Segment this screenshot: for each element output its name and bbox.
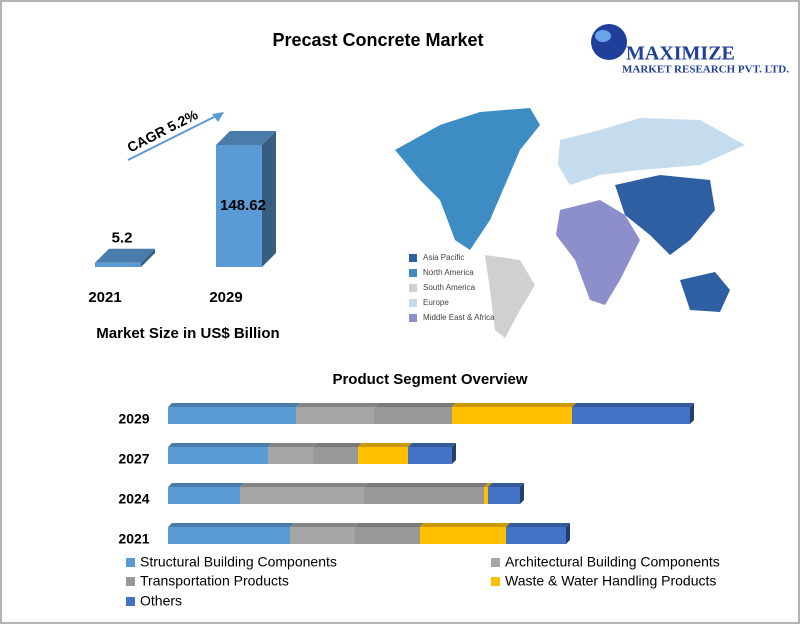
- bar-segment-top: [168, 483, 244, 487]
- bar-segment-top: [313, 443, 362, 447]
- bar-segment-top: [240, 483, 368, 487]
- bar-segment-top: [168, 443, 272, 447]
- map-australia: [680, 272, 730, 312]
- map-legend-swatch: [409, 254, 417, 262]
- bar-side: [141, 248, 155, 267]
- legend-swatch: [126, 597, 135, 606]
- legend-swatch: [491, 558, 500, 567]
- legend-label: Others: [140, 593, 182, 609]
- bar-segment: [168, 527, 290, 544]
- legend-label: Architectural Building Components: [505, 554, 720, 570]
- value-label: 148.62: [220, 197, 266, 214]
- map-legend-label: Europe: [423, 298, 449, 307]
- bar-segment-top: [420, 523, 510, 527]
- logo-tagline: MARKET RESEARCH PVT. LTD.: [622, 64, 789, 76]
- bar-segment: [168, 487, 240, 504]
- bar-segment: [452, 407, 572, 424]
- map-legend: Asia Pacific North America South America Eu…: [409, 253, 495, 322]
- bar-segment-top: [268, 443, 317, 447]
- logo-globe: [591, 24, 627, 60]
- bar-segment: [168, 447, 268, 464]
- map-legend-swatch: [409, 269, 417, 277]
- logo-shine: [595, 30, 611, 42]
- bar-segment: [572, 407, 690, 424]
- map-africa: [556, 200, 640, 305]
- logo: MAXIMIZE MARKET RESEARCH PVT. LTD.: [591, 24, 789, 76]
- bar-top: [95, 248, 155, 263]
- bar-segment: [268, 447, 313, 464]
- bar-segment: [374, 407, 452, 424]
- legend-swatch: [126, 558, 135, 567]
- logo-name: MAXIMIZE: [626, 43, 735, 65]
- cagr-arrow: [127, 113, 221, 161]
- bar-side: [262, 131, 276, 267]
- bar-segment: [408, 447, 452, 464]
- bar-segment-top: [296, 403, 378, 407]
- x-tick-label: 2021: [88, 289, 121, 306]
- bar-end: [452, 443, 456, 464]
- legend-swatch: [126, 577, 135, 586]
- value-label: 5.2: [112, 230, 133, 247]
- bar-segment-top: [452, 403, 576, 407]
- bar-segment-top: [168, 523, 294, 527]
- bar-segment: [358, 447, 408, 464]
- bar-segment: [364, 487, 484, 504]
- bar: [95, 262, 141, 267]
- bar-segment-top: [374, 403, 456, 407]
- y-tick-label: 2024: [118, 491, 149, 507]
- bar-segment-top: [290, 523, 359, 527]
- map-south-america: [485, 255, 535, 338]
- bar-segment-top: [488, 483, 524, 487]
- map-legend-label: South America: [423, 283, 476, 292]
- bar-segment: [488, 487, 520, 504]
- bar: [216, 145, 262, 267]
- bar-segment: [313, 447, 358, 464]
- bar-end: [520, 483, 524, 504]
- legend-swatch: [491, 577, 500, 586]
- bar-segment-top: [168, 403, 300, 407]
- map-legend-swatch: [409, 284, 417, 292]
- bar-segment-top: [408, 443, 456, 447]
- map-north-america: [395, 108, 540, 250]
- bar-segment-top: [572, 403, 694, 407]
- bar-segment: [296, 407, 374, 424]
- map-legend-label: North America: [423, 268, 474, 277]
- bar-segment: [355, 527, 420, 544]
- bar-end: [566, 523, 570, 544]
- bar-top: [216, 131, 276, 145]
- world-map: Asia Pacific North America South America Eu…: [395, 108, 745, 338]
- bar-segment: [506, 527, 566, 544]
- legend-label: Waste & Water Handling Products: [505, 573, 716, 589]
- map-asia: [615, 175, 715, 255]
- map-legend-label: Asia Pacific: [423, 253, 464, 262]
- legend-label: Structural Building Components: [140, 554, 337, 570]
- bar-segment-top: [355, 523, 424, 527]
- bar-segment-top: [364, 483, 488, 487]
- map-legend-label: Middle East & Africa: [423, 313, 495, 322]
- cagr-arrowhead: [212, 112, 224, 122]
- bar-segment: [290, 527, 355, 544]
- map-europe: [558, 118, 745, 185]
- x-tick-label: 2029: [209, 289, 242, 306]
- map-legend-swatch: [409, 299, 417, 307]
- bar-end: [690, 403, 694, 424]
- bar-segment-top: [358, 443, 412, 447]
- segment-title: Product Segment Overview: [332, 371, 527, 388]
- legend-label: Transportation Products: [140, 573, 289, 589]
- bar-segment-top: [484, 483, 492, 487]
- bar-segment: [420, 527, 506, 544]
- bar-segment: [168, 407, 296, 424]
- map-legend-swatch: [409, 314, 417, 322]
- main-title: Precast Concrete Market: [272, 30, 483, 50]
- y-tick-label: 2027: [118, 451, 149, 467]
- bar-segment-top: [506, 523, 570, 527]
- x-axis-label: Market Size in US$ Billion: [96, 325, 279, 342]
- y-tick-label: 2029: [118, 411, 149, 427]
- bar-segment: [484, 487, 488, 504]
- y-tick-label: 2021: [118, 531, 149, 547]
- bar-segment: [240, 487, 364, 504]
